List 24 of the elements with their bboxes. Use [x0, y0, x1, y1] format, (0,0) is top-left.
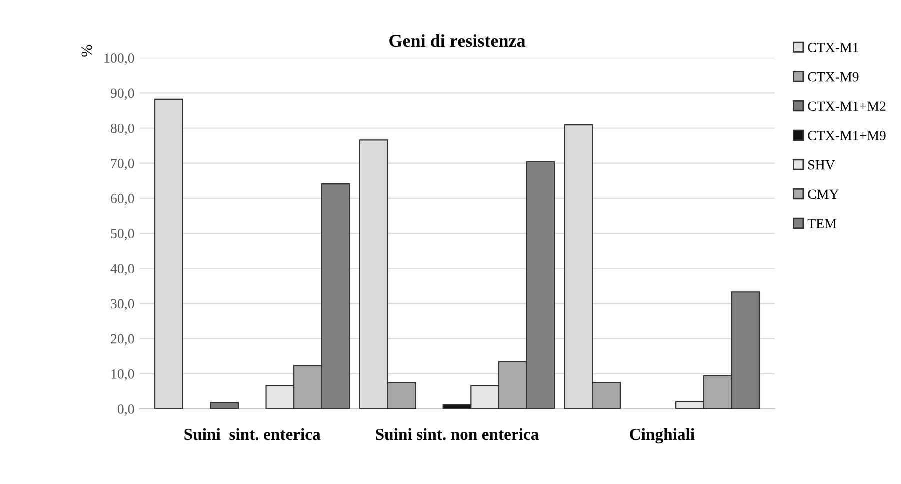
- legend-label: CMY: [808, 190, 839, 200]
- y-tick-label: 20,0: [111, 334, 134, 346]
- bar: [210, 402, 240, 409]
- y-tick-label: 50,0: [111, 229, 134, 240]
- y-tick-label: 80,0: [111, 124, 134, 136]
- y-tick-label: 70,0: [111, 158, 134, 170]
- legend-label: CTX-M1+M9: [808, 131, 886, 140]
- y-tick-label: 100,0: [104, 54, 134, 66]
- x-tick-label: Cinghiali: [630, 428, 695, 444]
- legend-label: CTX-M9: [808, 72, 859, 82]
- y-tick-label: 40,0: [110, 264, 134, 276]
- x-tick-label: Suini sint. non enterica: [376, 428, 539, 440]
- legend-label: SHV: [808, 160, 836, 170]
- chart-title: Geni di resistenza: [390, 34, 526, 48]
- y-tick-label: 10,0: [112, 369, 134, 381]
- legend-label: TEM: [808, 219, 837, 228]
- y-tick-label: 60,0: [111, 194, 134, 206]
- y-tick-label: 0,0: [118, 404, 134, 416]
- y-tick-label: 90,0: [110, 88, 134, 100]
- legend-label: CTX-M1+M2: [808, 102, 886, 112]
- y-tick-label: 30,0: [111, 299, 134, 311]
- legend-label: CTX-M1: [808, 43, 858, 52]
- x-tick-label: Suini sint. enterica: [184, 428, 321, 440]
- y-axis-title: %: [82, 45, 92, 57]
